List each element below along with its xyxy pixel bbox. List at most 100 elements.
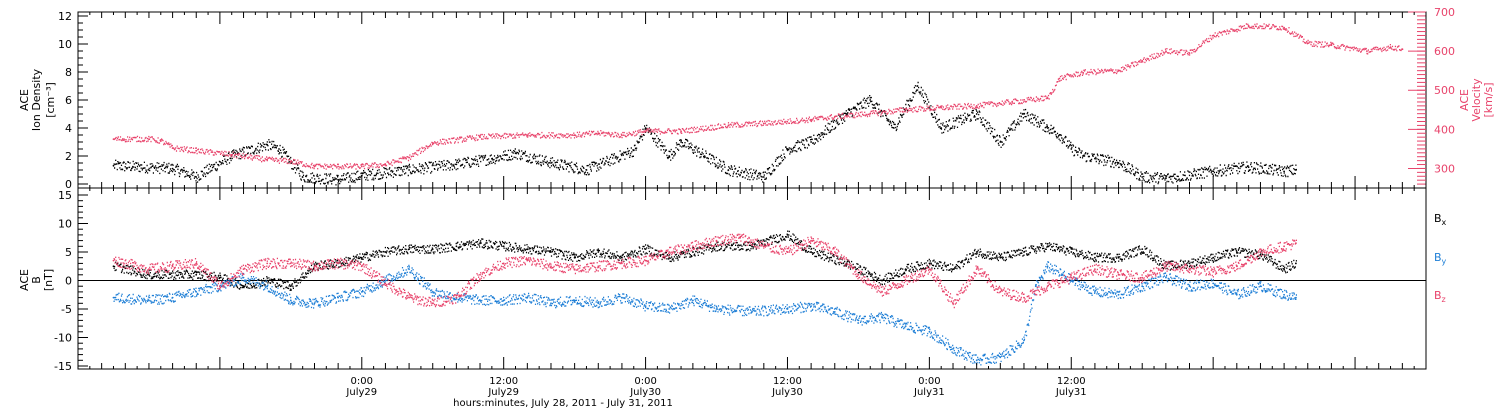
ion-density-key-point xyxy=(1283,170,1285,173)
bx-key-point xyxy=(715,245,718,248)
velocity-key-point xyxy=(171,147,174,150)
by-key-point xyxy=(502,299,505,302)
bx-key-point xyxy=(455,245,458,248)
by-key-point xyxy=(1283,293,1285,296)
b-tick-label: 0 xyxy=(65,275,72,288)
bz-key-point xyxy=(668,251,671,253)
velocity-key-point xyxy=(526,134,529,137)
bz-key-point xyxy=(810,239,812,242)
bz-key-point xyxy=(550,265,552,268)
velocity-axis-label-line-3: [km/s] xyxy=(1482,82,1495,117)
ion-density-key-point xyxy=(266,143,269,146)
velocity-points xyxy=(113,23,1404,170)
bx-key-point xyxy=(975,251,978,253)
by-key-point xyxy=(786,308,789,310)
x-tick-time-label: 12:00 xyxy=(773,376,802,387)
velocity-key-point xyxy=(384,163,387,166)
bx-key-point xyxy=(1117,256,1120,259)
bx-key-point xyxy=(112,265,115,268)
ion-density-key-point xyxy=(845,113,848,115)
velocity-tick-label: 500 xyxy=(1434,84,1455,97)
bz-key-point xyxy=(715,239,718,242)
by-key-point xyxy=(195,291,198,293)
bx-key-point xyxy=(502,245,505,248)
velocity-key-point xyxy=(431,142,434,144)
b-tick-label: 15 xyxy=(58,189,72,202)
x-tick-time-label: 12:00 xyxy=(489,376,518,387)
bz-key-point xyxy=(242,268,245,270)
bz-key-point xyxy=(195,262,198,265)
bx-key-point xyxy=(1046,245,1049,248)
bz-key-point xyxy=(1141,276,1144,279)
by-key-point xyxy=(112,296,115,299)
bz-key-point xyxy=(384,282,387,285)
density-axis-label: ACE Ion Density [cm⁻³] xyxy=(18,68,57,131)
ion-density-key-point xyxy=(1295,169,1297,171)
by-key-point xyxy=(360,291,363,293)
velocity-key-point xyxy=(975,105,978,107)
by-key-point xyxy=(266,285,269,288)
velocity-key-point xyxy=(1117,69,1120,72)
bz-key-point xyxy=(1259,251,1262,253)
by-key-point xyxy=(1117,293,1120,296)
x-tick-time-label: 12:00 xyxy=(1057,376,1086,387)
by-key-point xyxy=(928,330,931,333)
bx-key-point xyxy=(431,248,434,251)
bz-key-point xyxy=(928,268,931,270)
velocity-key-point xyxy=(833,115,836,118)
velocity-key-point xyxy=(148,138,150,141)
bz-series xyxy=(112,233,1297,309)
bz-key-point xyxy=(952,302,954,305)
by-key-point xyxy=(621,296,623,299)
bx-key-point xyxy=(810,251,812,253)
bottom-panel: -15 -10 -5 0 5 10 15 ACE B [nT] Bx By Bz xyxy=(18,187,1447,373)
velocity-key-point xyxy=(1389,46,1392,49)
velocity-key-point xyxy=(869,112,872,115)
by-key-point xyxy=(431,291,434,293)
bx-key-point xyxy=(1235,251,1238,253)
velocity-key-point xyxy=(727,124,730,127)
x-tick-date-label: July30 xyxy=(629,387,661,398)
by-key-point xyxy=(999,356,1002,359)
density-tick-label: 10 xyxy=(58,38,72,51)
bz-key-point xyxy=(904,279,907,282)
b-tick-label: 5 xyxy=(65,246,72,259)
by-key-point xyxy=(668,308,671,310)
ion-density-key-point xyxy=(171,167,174,170)
velocity-key-point xyxy=(1188,52,1191,54)
bz-key-point xyxy=(219,285,221,288)
bx-key-point xyxy=(751,245,753,248)
velocity-key-point xyxy=(337,165,339,168)
bx-key-point xyxy=(786,234,789,236)
density-tick-label: 8 xyxy=(65,66,72,79)
top-panel-marks xyxy=(112,23,1404,186)
velocity-key-point xyxy=(1011,101,1013,103)
x-tick-date-label: July31 xyxy=(1055,387,1087,398)
velocity-series xyxy=(112,23,1404,170)
by-key-point xyxy=(1295,296,1297,299)
density-tick-label: 12 xyxy=(58,10,72,23)
bz-points xyxy=(113,233,1297,309)
ion-density-key-point xyxy=(1023,113,1025,115)
ion-density-key-point xyxy=(810,141,812,143)
by-key-point xyxy=(313,302,316,305)
density-axis-label-line-2: Ion Density xyxy=(30,68,43,131)
bz-key-point xyxy=(266,262,269,265)
bx-key-point xyxy=(1094,256,1096,259)
by-key-point xyxy=(975,359,978,362)
density-axis-label-line-3: [cm⁻³] xyxy=(44,82,57,118)
velocity-key-point xyxy=(195,149,198,152)
ion-density-key-point xyxy=(916,85,919,87)
ion-density-key-point xyxy=(514,152,517,155)
by-key-point xyxy=(597,302,600,305)
bz-key-point xyxy=(1070,276,1073,279)
velocity-key-point xyxy=(408,156,410,159)
bz-key-point xyxy=(975,268,978,270)
bx-key-point xyxy=(479,242,481,245)
ion-density-key-point xyxy=(940,127,943,129)
by-key-point xyxy=(1212,282,1215,285)
density-tick-label: 2 xyxy=(65,150,72,163)
bx-key-point xyxy=(1259,253,1262,256)
bz-key-point xyxy=(431,302,434,305)
bz-key-point xyxy=(455,296,458,299)
